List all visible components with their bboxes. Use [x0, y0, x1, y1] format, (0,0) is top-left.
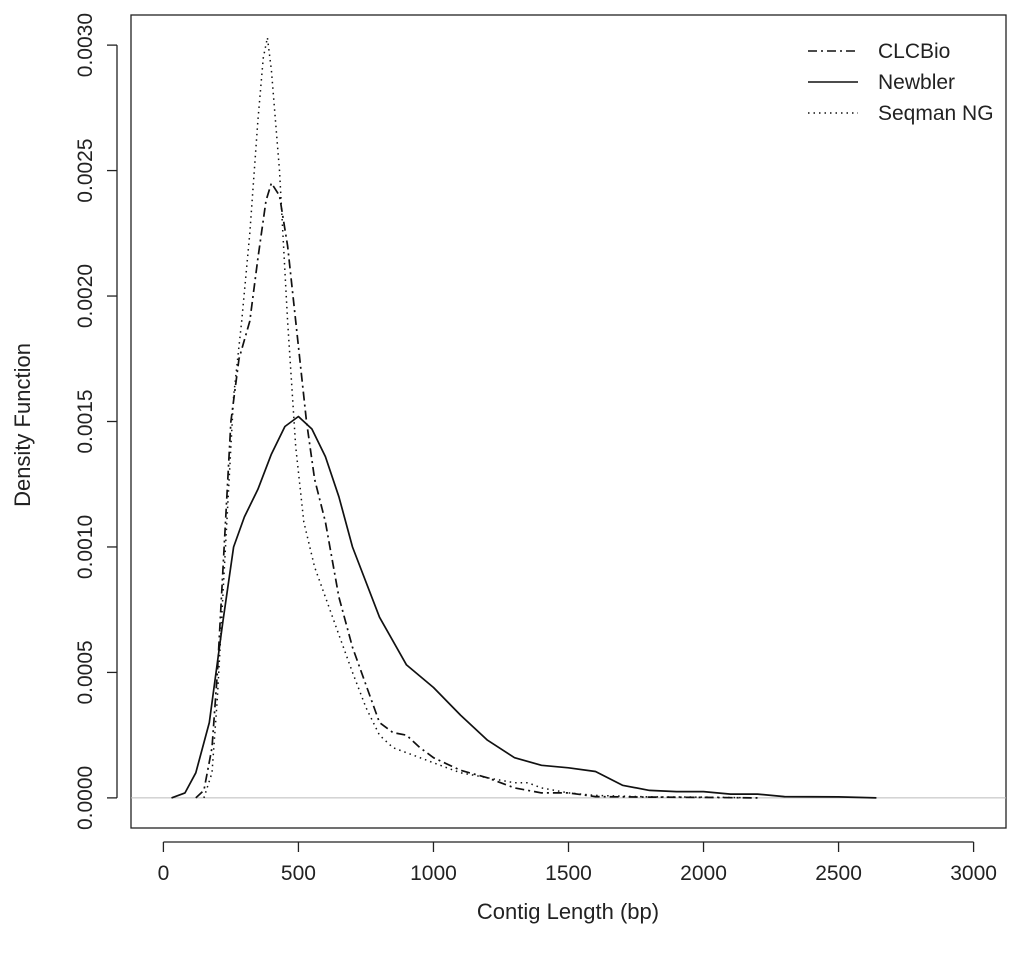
- x-tick-label: 2500: [815, 862, 862, 885]
- y-tick-label: 0.0025: [74, 138, 97, 202]
- y-tick-label: 0.0030: [74, 13, 97, 77]
- legend: CLCBio Newbler Seqman NG: [808, 40, 994, 125]
- y-tick-label: 0.0020: [74, 264, 97, 328]
- plot-frame: [130, 14, 1007, 829]
- legend-label: CLCBio: [878, 40, 950, 63]
- legend-label: Seqman NG: [878, 102, 994, 125]
- y-tick-label: 0.0010: [74, 515, 97, 579]
- y-axis: 0.0000 0.0005 0.0010 0.0015 0.0020 0.0025 0.00…: [74, 13, 118, 830]
- x-tick-label: 3000: [950, 862, 997, 885]
- x-axis: 0 500 1000 1500 2000 2500 3000: [158, 841, 997, 885]
- x-tick-label: 2000: [680, 862, 727, 885]
- x-axis-title: Contig Length (bp): [477, 899, 659, 924]
- series-line-clcbio: [195, 182, 758, 799]
- x-tick-label: 1000: [410, 862, 457, 885]
- y-tick-label: 0.0015: [74, 389, 97, 453]
- x-tick-label: 1500: [545, 862, 592, 885]
- series-layer: [171, 36, 877, 799]
- legend-label: Newbler: [878, 71, 955, 94]
- x-tick-label: 0: [158, 862, 170, 885]
- y-tick-label: 0.0000: [74, 766, 97, 830]
- y-axis-title: Density Function: [10, 343, 35, 507]
- x-tick-label: 500: [281, 862, 316, 885]
- series-line-newbler: [171, 415, 877, 799]
- y-tick-label: 0.0005: [74, 640, 97, 704]
- series-line-seqman-ng: [203, 36, 758, 799]
